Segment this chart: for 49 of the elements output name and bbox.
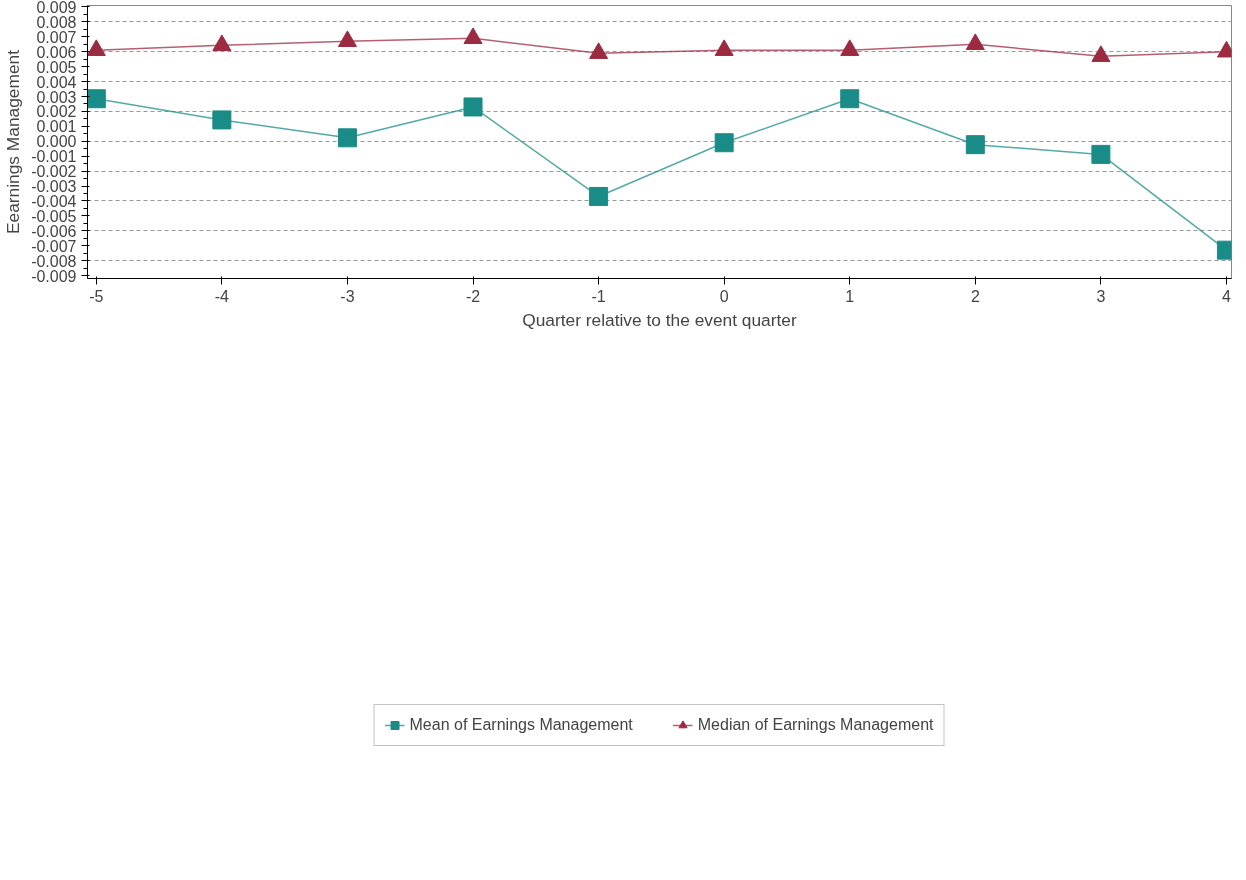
x-tick-label: -2 [465, 287, 481, 305]
point [212, 34, 232, 52]
x-tick-label: 0 [719, 287, 729, 305]
x-axis-title: Quarter relative to the event quarter [522, 309, 797, 330]
y-axis-title: Eearnings Management [3, 49, 24, 234]
y-tick-label: 0.008 [36, 13, 77, 31]
x-tick-label: -3 [340, 287, 355, 305]
y-tick-label: 0.007 [36, 28, 77, 46]
point [965, 33, 985, 50]
point [714, 39, 734, 56]
y-tick-label: 0.009 [36, 0, 77, 16]
x-tick-label: 2 [970, 287, 980, 305]
y-tick-label: -0.008 [31, 252, 77, 270]
y-tick-label: 0.004 [36, 73, 77, 91]
y-tick-label: 0.002 [36, 103, 77, 121]
point [714, 133, 734, 153]
y-tick-label: -0.006 [31, 222, 77, 240]
point [337, 30, 357, 47]
point [337, 128, 357, 148]
x-tick-label: 4 [1222, 287, 1232, 305]
point [965, 135, 985, 155]
y-tick-label: -0.007 [31, 237, 77, 255]
x-tick-label: 3 [1096, 287, 1106, 305]
y-tick-label: -0.002 [31, 163, 77, 181]
point [212, 110, 232, 130]
x-tick-label: -1 [591, 287, 606, 305]
y-tick-label: 0.006 [36, 43, 77, 61]
legend-label: Median of Earnings Management [697, 716, 934, 734]
y-tick-label: 0.000 [36, 133, 77, 151]
y-tick-label: -0.009 [31, 267, 77, 285]
y-tick-label: 0.003 [36, 88, 77, 106]
y-tick-label: -0.001 [31, 148, 77, 166]
point [589, 42, 609, 59]
point [1091, 45, 1111, 62]
legend-label: Mean of Earnings Management [409, 716, 633, 734]
point [87, 39, 106, 56]
point [840, 89, 860, 109]
x-tick-label: -5 [89, 287, 104, 305]
point [463, 27, 483, 45]
point [589, 186, 609, 206]
point [840, 39, 860, 56]
y-tick-label: 0.001 [36, 118, 77, 136]
x-tick-label: 1 [845, 287, 855, 305]
y-tick-label: -0.005 [31, 207, 77, 225]
point [87, 89, 106, 109]
y-tick-label: 0.005 [36, 58, 77, 76]
point [463, 97, 483, 117]
point [1091, 144, 1111, 164]
x-tick-label: -4 [214, 287, 230, 305]
